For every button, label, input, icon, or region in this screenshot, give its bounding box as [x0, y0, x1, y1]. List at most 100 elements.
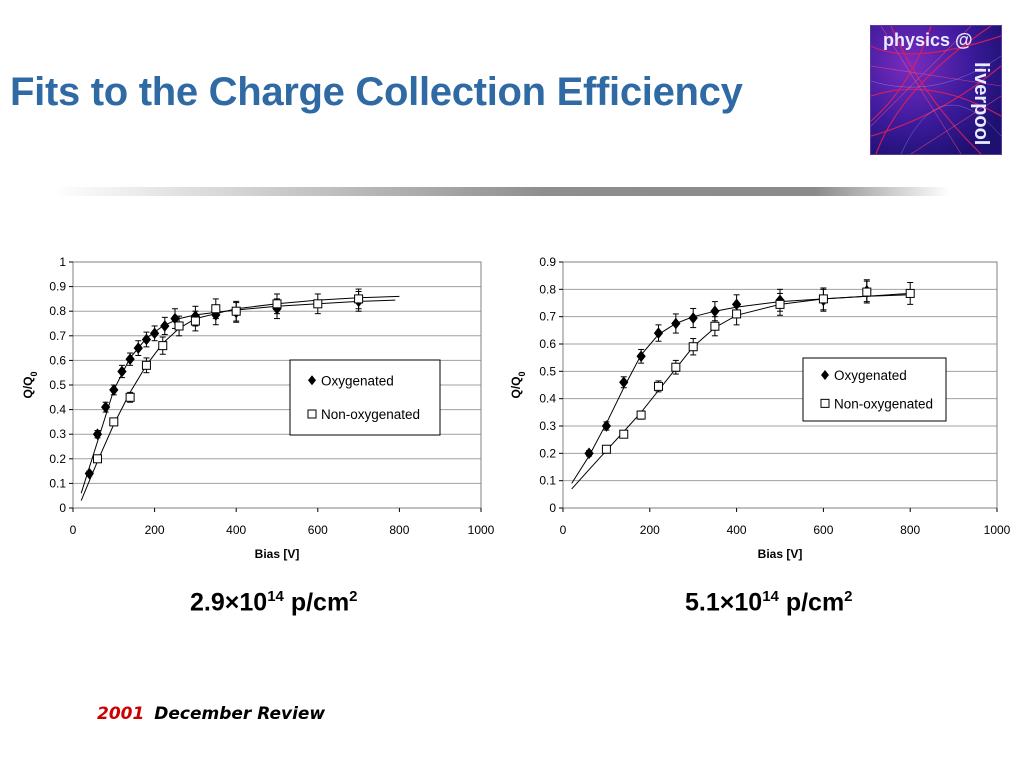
x-axis-title: Bias [V]: [255, 547, 300, 561]
data-point-non-oxygenated: [671, 362, 681, 372]
x-tick-label: 800: [389, 523, 409, 537]
legend-box: [289, 359, 441, 436]
data-point-non-oxygenated: [619, 429, 629, 439]
svg-text:physics @: physics @: [883, 30, 973, 50]
legend-marker-non-oxygenated: [820, 398, 830, 408]
legend-box: [802, 357, 947, 422]
y-tick-label: 0.7: [49, 329, 66, 343]
data-point-oxygenated: [688, 312, 698, 324]
plot-area: [562, 261, 998, 509]
y-tick-label: 0.1: [49, 476, 66, 490]
data-point-non-oxygenated: [710, 321, 720, 331]
x-tick-label: 600: [308, 523, 328, 537]
data-point-non-oxygenated: [688, 342, 698, 352]
y-tick-label: 0.6: [539, 337, 556, 351]
x-tick-label: 200: [145, 523, 165, 537]
data-point-oxygenated: [160, 320, 170, 332]
data-point-non-oxygenated: [313, 299, 323, 309]
y-axis-title: Q/Q0: [509, 371, 527, 398]
y-tick-label: 0.1: [539, 474, 556, 488]
x-tick-label: 200: [640, 523, 660, 537]
y-tick-label: 0: [59, 501, 66, 515]
data-point-non-oxygenated: [862, 287, 872, 297]
data-point-non-oxygenated: [601, 444, 611, 454]
data-point-oxygenated: [141, 333, 152, 346]
data-point-oxygenated: [601, 420, 612, 432]
y-tick-label: 0.9: [49, 280, 66, 294]
legend-marker-oxygenated: [308, 375, 316, 386]
data-point-oxygenated: [117, 365, 127, 378]
footer: 2001 December Review: [97, 704, 325, 724]
y-tick-label: 0.3: [539, 419, 556, 433]
y-axis-title: Q/Q0: [21, 371, 39, 398]
y-tick-label: 0.4: [539, 392, 556, 406]
y-tick-label: 1: [59, 255, 66, 269]
data-point-non-oxygenated: [125, 392, 135, 402]
y-tick-label: 0.9: [539, 255, 556, 269]
data-point-non-oxygenated: [905, 288, 915, 298]
x-tick-label: 600: [813, 523, 833, 537]
data-point-non-oxygenated: [354, 294, 364, 304]
x-tick-label: 0: [560, 523, 567, 537]
physics-liverpool-logo: physics @ liverpool: [870, 25, 1002, 155]
data-point-non-oxygenated: [775, 299, 785, 309]
slide-title: Fits to the Charge Collection Efficiency: [10, 70, 743, 114]
x-tick-label: 800: [900, 523, 920, 537]
legend-label-oxygenated: Oxygenated: [321, 373, 394, 388]
y-tick-label: 0.2: [49, 452, 66, 466]
y-tick-label: 0.5: [49, 378, 66, 392]
y-tick-label: 0.5: [539, 364, 556, 378]
data-point-oxygenated: [100, 401, 111, 413]
data-point-oxygenated: [653, 327, 664, 339]
footer-year: 2001: [97, 704, 145, 724]
data-point-oxygenated: [619, 376, 629, 389]
x-tick-label: 400: [226, 523, 246, 537]
data-point-non-oxygenated: [109, 417, 119, 427]
x-tick-label: 1000: [984, 523, 1011, 537]
data-point-oxygenated: [125, 353, 135, 365]
data-point-non-oxygenated: [732, 309, 742, 319]
y-tick-label: 0.7: [539, 310, 556, 324]
legend-marker-oxygenated: [821, 370, 829, 381]
data-point-oxygenated: [149, 327, 160, 340]
footer-text: December Review: [154, 704, 326, 724]
data-point-oxygenated: [133, 342, 143, 354]
x-axis-title: Bias [V]: [758, 547, 803, 561]
data-point-non-oxygenated: [211, 304, 221, 314]
data-point-oxygenated: [584, 447, 594, 460]
data-point-oxygenated: [671, 317, 681, 330]
fluence-caption-right: 5.1×1014 p/cm2: [685, 588, 853, 617]
title-divider: [50, 187, 950, 196]
y-tick-label: 0.8: [49, 304, 66, 318]
x-tick-label: 0: [70, 523, 77, 537]
data-point-oxygenated: [636, 350, 646, 363]
y-tick-label: 0.8: [539, 282, 556, 296]
y-tick-label: 0: [549, 501, 556, 515]
data-point-oxygenated: [92, 428, 103, 441]
data-point-non-oxygenated: [272, 299, 282, 309]
legend-label-non-oxygenated: Non-oxygenated: [321, 407, 420, 422]
data-point-non-oxygenated: [231, 306, 241, 316]
legend-marker-non-oxygenated: [307, 409, 317, 419]
fluence-caption-left: 2.9×1014 p/cm2: [190, 588, 358, 617]
chart-cce-2.9e14: 0 0.1 0.2 0.3 0.4 0.5 0.6 0.7 0.8 0.9 1 0 200 400 600 8…: [21, 255, 495, 561]
svg-text:liverpool: liverpool: [970, 62, 992, 145]
data-point-oxygenated: [109, 384, 119, 396]
data-point-non-oxygenated: [174, 321, 184, 331]
data-point-non-oxygenated: [92, 454, 102, 464]
y-tick-label: 0.6: [49, 353, 66, 367]
data-point-non-oxygenated: [141, 360, 151, 370]
data-point-oxygenated: [710, 305, 720, 318]
data-point-non-oxygenated: [653, 381, 663, 391]
chart-cce-5.1e14: 0 0.1 0.2 0.3 0.4 0.5 0.6 0.7 0.8 0.9 0 200 400 600 80…: [509, 255, 1011, 561]
y-tick-label: 0.4: [49, 403, 66, 417]
x-tick-label: 1000: [468, 523, 495, 537]
data-point-non-oxygenated: [818, 294, 828, 304]
data-point-non-oxygenated: [158, 341, 168, 351]
y-tick-label: 0.2: [539, 446, 556, 460]
data-point-non-oxygenated: [190, 316, 200, 326]
y-tick-label: 0.3: [49, 427, 66, 441]
x-tick-label: 400: [727, 523, 747, 537]
legend-label-oxygenated: Oxygenated: [834, 368, 907, 383]
data-point-non-oxygenated: [636, 410, 646, 420]
